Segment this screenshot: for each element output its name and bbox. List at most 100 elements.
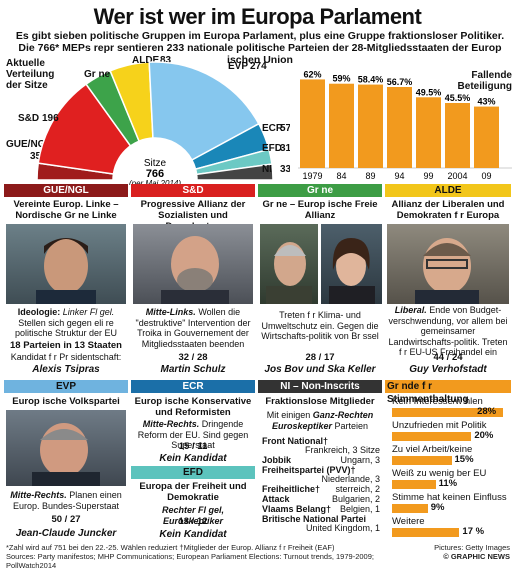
ideology-value: Linker Fl gel. [62, 307, 115, 317]
group-stat-gruene: 28 / 17 [305, 352, 335, 363]
group-description: Wollen die "destruktive" Intervention de… [135, 307, 251, 349]
portrait-illustration [36, 238, 96, 304]
group-text-alde: Liberal. Ende von Budget-verschwendung, … [387, 305, 509, 358]
turnout-year-label: 84 [336, 171, 346, 181]
turnout-caption-line: Fallende [471, 70, 512, 81]
ideology-value: Mitte-Rechts. [142, 419, 200, 429]
poll-item-label: Weitere [392, 516, 425, 527]
group-stat-evp: 50 / 27 [51, 514, 81, 525]
poll-item-label: Stimme hat keinen Einfluss [392, 492, 507, 503]
portrait-juncker [6, 410, 126, 486]
group-description: Stellen sich gegen eli re politische Str… [14, 317, 118, 339]
seat-total: 766 [146, 168, 164, 180]
sources: Sources: Party manifestos; MHP Communica… [6, 552, 374, 570]
seat-segment-4 [148, 61, 260, 162]
seat-caption-line: der Sitze [6, 80, 48, 91]
turnout-value-label: 45.5% [445, 93, 471, 103]
portrait-keller [321, 224, 382, 304]
group-subtitle-gruene: Gr ne – Europ ische Freie Allianz [262, 199, 378, 221]
group-text-evp: Mitte-Rechts. Planen einen Europ. Bundes… [6, 490, 126, 511]
turnout-bar [474, 106, 499, 168]
group-header-sd: S&D [131, 184, 255, 197]
turnout-year-label: 1979 [302, 171, 322, 181]
group-description: Dringende Reform der EU. Sind gegen Supe… [137, 419, 249, 450]
picture-credit: Pictures: Getty Images [434, 543, 510, 552]
ni-party-name: Britische National Partei [262, 514, 367, 524]
ideology-value: Rechter Fl gel, Euroskeptiker [161, 505, 224, 526]
ni-party-country: United Kingdom, 1 [305, 523, 380, 533]
poll-item-label: Unzufrieden mit Politik [392, 420, 487, 431]
ni-intro: Mit einigen Ganz-Rechten Euroskeptiker P… [260, 410, 380, 431]
portrait-verhofstadt [387, 224, 509, 304]
leader-gruene: Jos Bov und Ska Keller [264, 364, 376, 375]
seat-group-value: 33 [280, 164, 290, 175]
ni-party-country: Niederlande, 3 [321, 474, 380, 484]
turnout-year-label: 99 [423, 171, 433, 181]
ni-party-name: Freiheitliche† [262, 484, 321, 494]
turnout-year-label: 09 [481, 171, 491, 181]
group-header-alde: ALDE [385, 184, 511, 197]
group-header-gue: GUE/NGL [4, 184, 128, 197]
ni-party-country: Frankreich, 3 Sitze [304, 445, 380, 455]
turnout-value-label: 58.4% [358, 75, 384, 85]
portrait-illustration [266, 242, 312, 304]
turnout-chart: 62% 1979 59% 84 58.4% 89 56.7% 94 49.5% 99 45.5% 20… [298, 69, 512, 181]
seat-group-label: Gr ne [84, 69, 111, 80]
portrait-tsipras [6, 224, 126, 304]
footnote: *Zahl wird auf 751 bei den 22.-25. Wähle… [6, 543, 335, 552]
turnout-year-label: 94 [394, 171, 404, 181]
candidate-label-gue: Kandidat f r Pr sidentschaft: [10, 352, 122, 362]
group-stat-sd: 32 / 28 [178, 352, 208, 363]
group-subtitle-ecr: Europ ische Konservative und Reformisten [134, 396, 252, 418]
seat-caption-line: Verteilung [6, 69, 55, 80]
ni-party-country: Ungarn, 3 [340, 455, 380, 465]
turnout-caption: Fallende Beteiligung [452, 70, 512, 92]
group-stat-ecr: 15 / 11 [178, 441, 208, 452]
seat-segment-7 [195, 163, 274, 181]
seat-group-label: S&D [18, 113, 39, 124]
group-text-gue: Ideologie: Linker Fl gel. Stellen sich g… [6, 307, 126, 339]
portrait-illustration [415, 238, 479, 304]
group-stat-efd: 13 / 12 [178, 516, 208, 527]
turnout-value-label: 59% [332, 74, 350, 84]
portrait-illustration [32, 423, 100, 486]
ideology-value: Mitte-Rechts. [10, 490, 67, 500]
turnout-value-label: 43% [477, 97, 495, 107]
portrait-bove [260, 224, 318, 304]
ni-party-name: Vlaams Belang† [262, 504, 332, 514]
turnout-bar [416, 97, 441, 168]
poll-bar [392, 528, 460, 537]
group-subtitle-efd: Europa der Freiheit und Demokratie [139, 481, 247, 503]
seat-note: (per Mai 2014) [129, 179, 181, 185]
ideology-label: Ideologie: [17, 307, 61, 317]
turnout-value-label: 56.7% [387, 77, 413, 87]
turnout-bar [445, 103, 470, 168]
turnout-bar [300, 79, 325, 168]
portrait-schulz [133, 224, 253, 304]
group-header-gruene: Gr ne [258, 184, 382, 197]
group-text-ecr: Mitte-Rechts. Dringende Reform der EU. S… [133, 419, 253, 451]
seat-group-label: ECR [262, 123, 284, 134]
seat-caption: Aktuelle Verteilung der Sitze [6, 58, 54, 91]
seat-group-value: 31 [280, 143, 290, 154]
seat-group-label: ALDE [132, 55, 160, 66]
seat-center-label: Sitze [144, 158, 167, 169]
poll-item-label: Weiß zu wenig ber EU [392, 468, 487, 479]
turnout-value-label: 62% [303, 69, 321, 79]
turnout-year-label: 2004 [447, 171, 467, 181]
poll-value: 9% [430, 502, 445, 513]
group-header-evp: EVP [4, 380, 128, 393]
group-subtitle-evp: Europ ische Volkspartei [12, 396, 120, 407]
poll-value: 15% [454, 454, 474, 465]
poll-bar [392, 432, 472, 441]
ni-party-name: Jobbik [262, 455, 292, 465]
group-stat-gue: 18 Parteien in 13 Staaten [10, 340, 122, 351]
leader-efd: Kein Kandidat [159, 529, 227, 540]
ni-intro-text: Mit einigen [266, 410, 311, 420]
seat-group-value: 274 [250, 61, 267, 72]
group-subtitle-gue: Vereinte Europ. Linke – Nordische Gr ne … [13, 199, 119, 221]
poll-value: 11% [438, 478, 458, 489]
group-description: Ende von Budget-verschwendung, vor allem… [388, 305, 508, 357]
